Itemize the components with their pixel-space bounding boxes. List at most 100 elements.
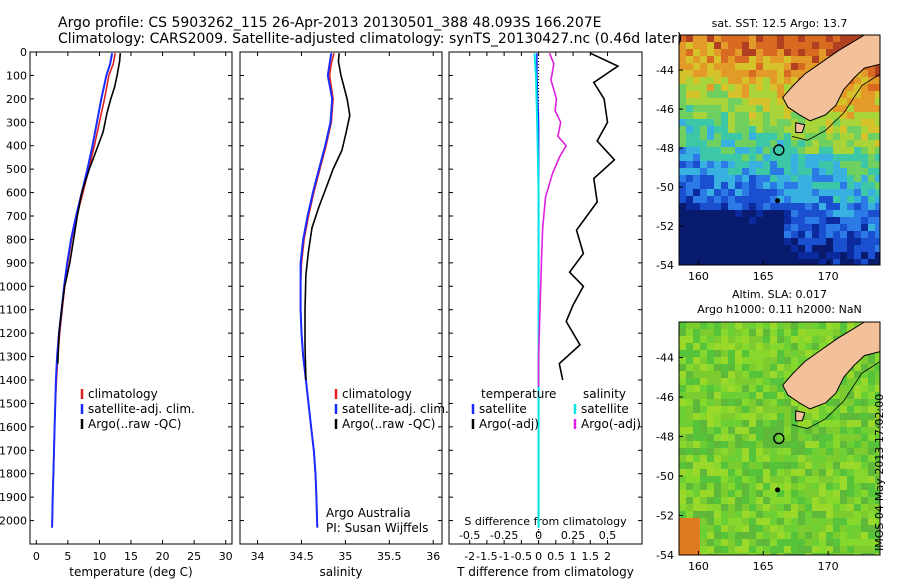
map-cell [707, 518, 714, 525]
map-cell [707, 441, 714, 448]
map-cell [742, 539, 749, 546]
map-cell [826, 427, 833, 434]
map-cell [679, 378, 686, 385]
map-cell [721, 469, 728, 476]
map-cell [875, 175, 880, 182]
map-cell [693, 140, 700, 147]
map-cell [742, 455, 749, 462]
legend-label: satellite [479, 402, 527, 416]
map-cell [868, 518, 875, 525]
map-cell [742, 532, 749, 539]
map-cell [679, 49, 686, 56]
map-cell [840, 546, 847, 553]
map-cell [854, 147, 861, 154]
map-cell [861, 385, 868, 392]
map-cell [700, 553, 707, 555]
map-cell [875, 371, 880, 378]
map-cell [854, 504, 861, 511]
map-cell [721, 91, 728, 98]
map-cell [700, 91, 707, 98]
map-cell [770, 469, 777, 476]
map-cell [714, 476, 721, 483]
map-cell [812, 203, 819, 210]
map-cell [798, 259, 805, 265]
map-cell [777, 490, 784, 497]
map-cell [805, 441, 812, 448]
map-cell [812, 476, 819, 483]
map-cell [763, 175, 770, 182]
map-cell [784, 210, 791, 217]
map-cell [686, 504, 693, 511]
map-cell [742, 217, 749, 224]
map-cell [784, 525, 791, 532]
map-cell [686, 217, 693, 224]
map-cell [777, 518, 784, 525]
top-x-tick-label: -0.5 [459, 529, 480, 542]
map-cell [756, 252, 763, 259]
map-cell [805, 406, 812, 413]
map-cell [840, 140, 847, 147]
map-cell [875, 385, 880, 392]
map-cell [833, 532, 840, 539]
map-cell [714, 126, 721, 133]
map-cell [854, 217, 861, 224]
map-cell [714, 91, 721, 98]
map-cell [784, 518, 791, 525]
map-cell [749, 399, 756, 406]
map-y-tick-label: -50 [656, 470, 674, 483]
map-cell [784, 336, 791, 343]
map-cell [714, 322, 721, 329]
map-cell [735, 210, 742, 217]
map-cell [854, 476, 861, 483]
map-x-tick-label: 160 [688, 270, 709, 283]
map-cell [791, 259, 798, 265]
map-cell [875, 105, 880, 112]
map-cell [812, 413, 819, 420]
map-cell [770, 511, 777, 518]
map-cell [868, 161, 875, 168]
map-cell [770, 133, 777, 140]
map-cell [721, 84, 728, 91]
map-cell [847, 210, 854, 217]
map-cell [868, 448, 875, 455]
map-cell [763, 343, 770, 350]
map-cell [868, 504, 875, 511]
map-cell [756, 357, 763, 364]
map-cell [847, 455, 854, 462]
map-cell [700, 175, 707, 182]
map-cell [861, 406, 868, 413]
map-cell [826, 448, 833, 455]
map-y-tick-label: -54 [656, 259, 674, 272]
map-cell [875, 511, 880, 518]
map-cell [693, 504, 700, 511]
map-cell [763, 462, 770, 469]
map-cell [770, 126, 777, 133]
map-cell [847, 189, 854, 196]
map-cell [833, 238, 840, 245]
map-cell [833, 259, 840, 265]
map-cell [833, 434, 840, 441]
map-cell [763, 364, 770, 371]
map-cell [791, 364, 798, 371]
map-cell [756, 483, 763, 490]
map-cell [812, 329, 819, 336]
map-cell [840, 399, 847, 406]
map-cell [735, 168, 742, 175]
map-cell [854, 518, 861, 525]
map-cell [686, 392, 693, 399]
map-cell [805, 420, 812, 427]
map-cell [763, 119, 770, 126]
map-cell [679, 231, 686, 238]
y-tick-label: 1600 [0, 421, 27, 434]
map-cell [854, 35, 861, 42]
map-cell [847, 182, 854, 189]
map-cell [854, 119, 861, 126]
map-cell [770, 532, 777, 539]
map-cell [833, 427, 840, 434]
map-cell [749, 343, 756, 350]
map-cell [826, 511, 833, 518]
map-cell [763, 56, 770, 63]
map-cell [707, 224, 714, 231]
map-cell [819, 553, 826, 555]
map-cell [840, 448, 847, 455]
